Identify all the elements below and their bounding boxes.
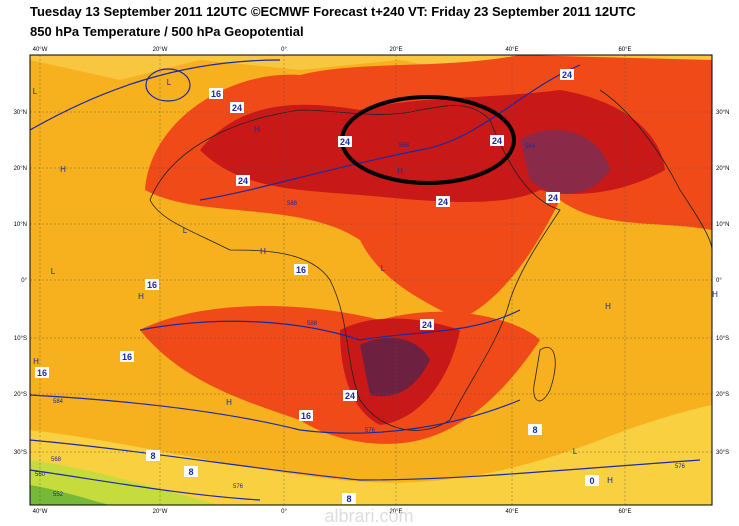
isotherm-label-box xyxy=(528,424,542,435)
geopotential-label: 576 xyxy=(675,464,686,470)
isotherm-label-box xyxy=(209,88,223,99)
title: Tuesday 13 September 2011 12UTC ©ECMWF F… xyxy=(30,4,636,19)
pressure-centre: H xyxy=(138,292,144,301)
geopotential-label: 552 xyxy=(53,492,64,498)
pressure-centre: H xyxy=(226,398,232,407)
lat-label: 10°S xyxy=(14,336,27,342)
isotherm-label-box xyxy=(294,264,308,275)
pressure-centre: H xyxy=(605,302,611,311)
isotherm-label: 24 xyxy=(345,391,355,401)
lon-label: 20°W xyxy=(153,47,168,53)
pressure-centre: H xyxy=(260,247,266,256)
isotherm-label-box xyxy=(342,493,356,504)
lon-label: 20°E xyxy=(389,509,402,515)
isotherm-label-box xyxy=(230,102,244,113)
geopotential-label: 588 xyxy=(307,321,318,327)
lat-label: 20°S xyxy=(716,392,729,398)
geopotential-label: 584 xyxy=(525,144,536,150)
lat-label: 0° xyxy=(716,278,722,284)
lat-label: 30°S xyxy=(14,450,27,456)
map-frame xyxy=(29,54,713,506)
isotherm-label-box xyxy=(343,390,357,401)
lon-label: 20°E xyxy=(389,47,402,53)
geopotential-label: 576 xyxy=(233,484,244,490)
pressure-centre: H xyxy=(607,476,613,485)
lon-label: 40°W xyxy=(33,509,48,515)
geopotential-label: 588 xyxy=(287,201,298,207)
isotherm-label: 24 xyxy=(438,197,448,207)
isotherm-label-box xyxy=(145,279,159,290)
lat-label: 0° xyxy=(21,278,27,284)
lon-label: 20°W xyxy=(153,509,168,515)
geopotential-label: 568 xyxy=(51,457,62,463)
pressure-centre: H xyxy=(397,167,403,176)
isotherm-label-box xyxy=(120,351,134,362)
pressure-centre: H xyxy=(254,125,260,134)
pressure-centre: L xyxy=(381,264,386,273)
pressure-centre: H xyxy=(60,165,66,174)
isotherm-label: 8 xyxy=(346,494,351,504)
isotherm-label: 8 xyxy=(188,467,193,477)
lat-label: 30°S xyxy=(716,450,729,456)
geopotential-label: 584 xyxy=(53,399,64,405)
lon-label: 0° xyxy=(281,509,287,515)
lon-label: 40°E xyxy=(505,509,518,515)
isotherm-label: 24 xyxy=(232,103,242,113)
pressure-centre: L xyxy=(573,447,578,456)
isotherm-label: 16 xyxy=(301,411,311,421)
isotherm-label: 24 xyxy=(422,320,432,330)
pressure-centre: L xyxy=(183,226,188,235)
isotherm-label-box xyxy=(560,69,574,80)
isotherm-label: 0 xyxy=(589,476,594,486)
geopotential-label: 576 xyxy=(365,428,376,434)
pressure-centre: H xyxy=(712,290,718,299)
isotherm-label: 16 xyxy=(37,368,47,378)
lon-label: 60°E xyxy=(618,509,631,515)
isotherm-label-box xyxy=(184,466,198,477)
isotherm-label: 16 xyxy=(147,280,157,290)
pressure-centre: L xyxy=(167,78,172,87)
isotherm-label: 24 xyxy=(492,136,502,146)
lon-label: 40°E xyxy=(505,47,518,53)
geopotential-label: 588 xyxy=(399,143,410,149)
lat-label: 30°N xyxy=(14,110,27,116)
pressure-centre: H xyxy=(33,357,39,366)
isotherm-label-box xyxy=(299,410,313,421)
lat-label: 20°N xyxy=(14,166,27,172)
isotherm-label: 8 xyxy=(532,425,537,435)
isotherm-label-box xyxy=(436,196,450,207)
lat-label: 10°N xyxy=(14,222,27,228)
lon-label: 60°E xyxy=(618,47,631,53)
isotherm-label: 24 xyxy=(562,70,572,80)
lat-label: 30°N xyxy=(716,110,729,116)
isotherm-label: 16 xyxy=(211,89,221,99)
map-field xyxy=(30,55,712,505)
isotherm-label-box xyxy=(420,319,434,330)
lat-label: 10°S xyxy=(716,336,729,342)
isotherm-label-box xyxy=(546,192,560,203)
isotherm-label: 16 xyxy=(122,352,132,362)
pressure-centre: L xyxy=(33,87,38,96)
isotherm-label-box xyxy=(585,475,599,486)
lat-label: 20°S xyxy=(14,392,27,398)
isotherm-label: 24 xyxy=(340,137,350,147)
lon-label: 40°W xyxy=(33,47,48,53)
lon-label: 0° xyxy=(281,47,287,53)
lat-label: 10°N xyxy=(716,222,729,228)
isotherm-label: 16 xyxy=(296,265,306,275)
isotherm-label-box xyxy=(490,135,504,146)
isotherm-label: 24 xyxy=(238,176,248,186)
lat-label: 20°N xyxy=(716,166,729,172)
isotherm-label-box xyxy=(338,136,352,147)
watermark: albrari.com xyxy=(324,506,413,526)
isotherm-label: 8 xyxy=(150,451,155,461)
isotherm-label-box xyxy=(146,450,160,461)
pressure-centre: L xyxy=(51,267,56,276)
isotherm-label-box xyxy=(35,367,49,378)
isotherm-label-box xyxy=(236,175,250,186)
geopotential-label: 560 xyxy=(35,472,46,478)
subtitle: 850 hPa Temperature / 500 hPa Geopotenti… xyxy=(30,24,304,39)
isotherm-label: 24 xyxy=(548,193,558,203)
